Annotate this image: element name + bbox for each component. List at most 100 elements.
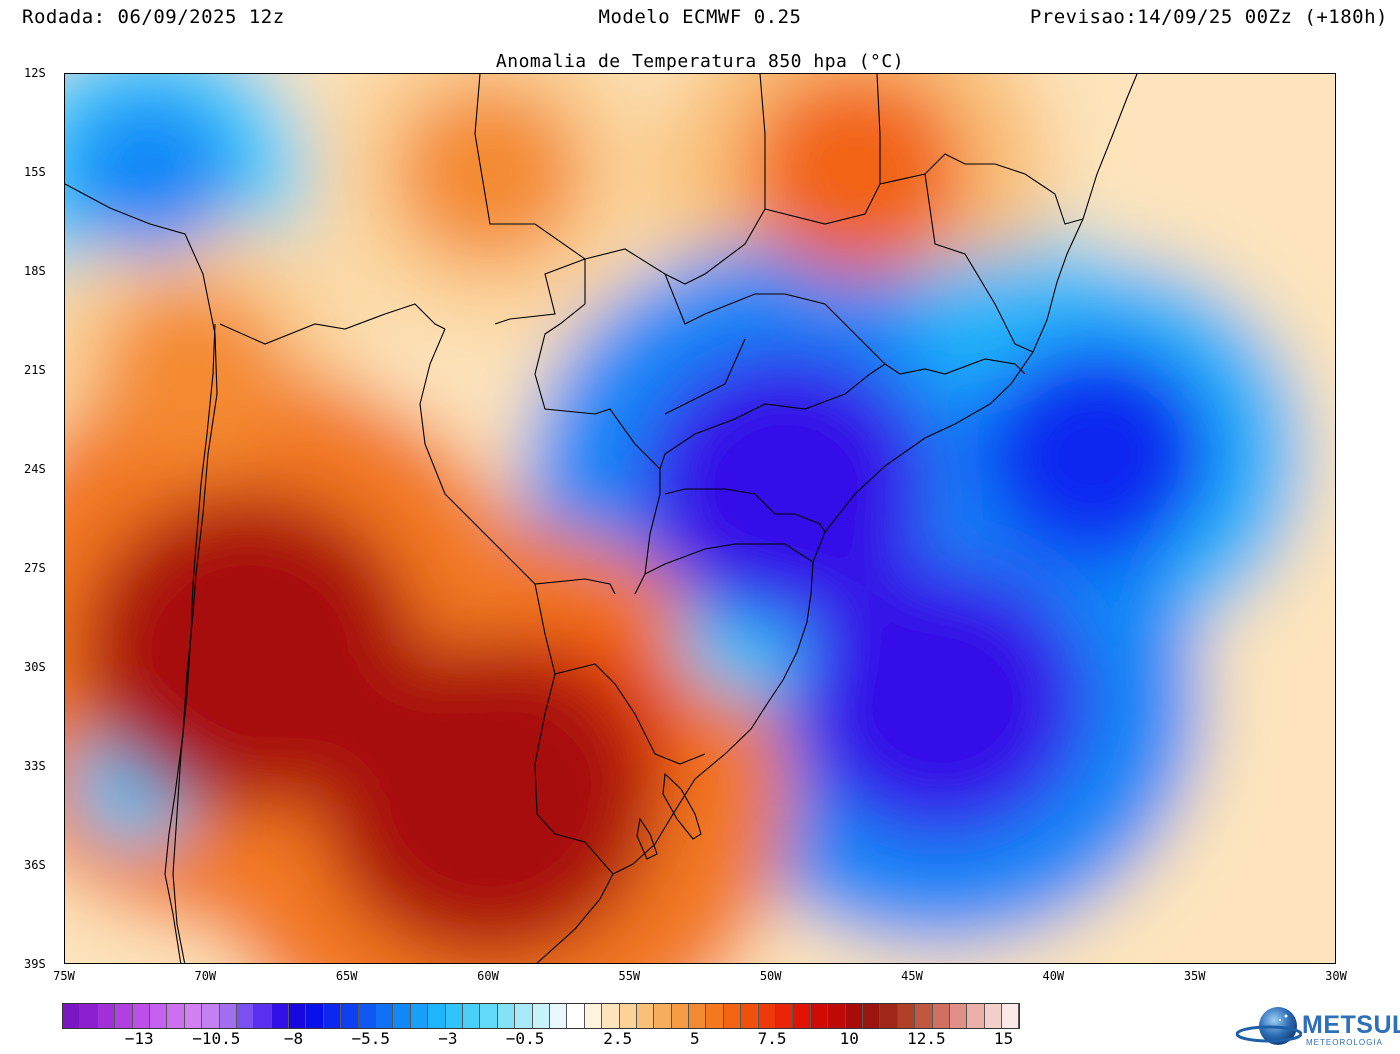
colorbar-swatch	[984, 1004, 1003, 1028]
colorbar-swatch	[845, 1004, 863, 1028]
forecast-time-label: Previsao:14/09/25 00Zz (+180h)	[1029, 6, 1388, 28]
lon-label: 35W	[1183, 969, 1206, 983]
colorbar-swatch	[915, 1004, 933, 1028]
colorbar-swatch	[236, 1004, 255, 1028]
colorbar-swatch	[758, 1004, 777, 1028]
lat-label: 30S	[24, 660, 46, 674]
anomaly-map	[65, 74, 1335, 963]
colorbar-swatch	[271, 1004, 290, 1028]
globe-icon	[1235, 1007, 1303, 1045]
anomaly-core	[979, 342, 1215, 565]
colorbar-swatch	[584, 1004, 603, 1028]
colorbar-swatch	[497, 1004, 516, 1028]
logo-wordmark: METSUL	[1302, 1011, 1400, 1039]
colorbar-tick-label: 10	[839, 1029, 859, 1048]
argentina-uruguay-border	[534, 583, 614, 875]
lagoa-dos-patos	[662, 772, 702, 840]
colorbar-swatch	[184, 1004, 203, 1028]
lon-label: 45W	[901, 969, 923, 983]
colorbar-tick-label: −13	[124, 1029, 154, 1048]
colorbar-swatch	[445, 1004, 463, 1028]
south-america-coastline	[65, 183, 218, 963]
colorbar-swatch	[862, 1004, 881, 1028]
anomaly-core	[911, 252, 1057, 391]
colorbar-tick-label: 12.5	[907, 1029, 946, 1048]
lat-label: 36S	[24, 858, 46, 872]
colorbar-swatch	[880, 1004, 898, 1028]
lat-label: 15S	[24, 165, 46, 179]
colorbar-swatch	[932, 1004, 950, 1028]
brazil-uruguay-border	[554, 663, 706, 765]
colorbar-swatch	[202, 1004, 220, 1028]
colorbar-swatch	[949, 1004, 968, 1028]
anomaly-field	[65, 74, 1335, 963]
colorbar-swatch	[1002, 1004, 1020, 1028]
colorbar-swatch	[167, 1004, 185, 1028]
lon-label: 70W	[194, 969, 217, 983]
logo-subtitle: METEOROLOGIA	[1306, 1038, 1383, 1047]
political-borders	[65, 74, 1138, 963]
lon-label: 40W	[1042, 969, 1065, 983]
colorbar-swatch	[602, 1004, 620, 1028]
run-time-label: Rodada: 06/09/2025 12z	[22, 6, 285, 28]
colorbar-swatch	[149, 1004, 168, 1028]
colorbar-swatch	[532, 1004, 550, 1028]
anomaly-core	[793, 562, 1089, 840]
lat-label: 39S	[24, 957, 46, 971]
colorbar-swatch	[689, 1004, 707, 1028]
anomaly-core	[638, 347, 934, 626]
lat-label: 18S	[24, 264, 46, 278]
lagoa-mirim	[636, 817, 658, 860]
colorbar-swatch	[115, 1004, 133, 1028]
colorbar-tick-label: 15	[993, 1029, 1014, 1048]
anomaly-core	[746, 74, 967, 277]
colorbar-swatch	[793, 1004, 811, 1028]
lat-label: 33S	[24, 759, 46, 773]
colorbar-tick-label: −5.5	[351, 1029, 390, 1048]
colorbar-swatch	[741, 1004, 759, 1028]
argentina-chile-border	[172, 323, 216, 963]
map-title: Anomalia de Temperatura 850 hpa (°C)	[495, 51, 905, 72]
anomaly-core	[78, 491, 419, 812]
colorbar-swatch	[323, 1004, 342, 1028]
metsul-logo: METSUL METEOROLOGIA	[1235, 1004, 1400, 1050]
colorbar-swatch	[515, 1004, 533, 1028]
colorbar-tick-label: 7.5	[757, 1029, 787, 1048]
colorbar-swatch	[480, 1004, 498, 1028]
colorbar-swatch	[897, 1004, 916, 1028]
colorbar-swatch	[132, 1004, 150, 1028]
colorbar-swatch	[428, 1004, 446, 1028]
bolivia-border	[219, 193, 587, 345]
brazil-states-borders	[474, 74, 1084, 575]
lon-label: 65W	[335, 969, 358, 983]
brazil-west-border	[534, 259, 661, 595]
map-panel	[64, 73, 1336, 964]
colorbar-swatch	[567, 1004, 585, 1028]
colorbar-swatch	[306, 1004, 324, 1028]
colorbar-swatch	[393, 1004, 411, 1028]
colorbar-swatch	[549, 1004, 568, 1028]
colorbar	[62, 1003, 1021, 1029]
anomaly-core	[65, 90, 238, 256]
colorbar-swatch	[671, 1004, 690, 1028]
lat-label: 12S	[24, 66, 46, 80]
atlantic-coastline	[536, 74, 1138, 963]
colorbar-swatch	[254, 1004, 272, 1028]
lon-label: 50W	[759, 969, 782, 983]
colorbar-swatch	[358, 1004, 377, 1028]
colorbar-swatch	[410, 1004, 429, 1028]
colorbar-swatch	[289, 1004, 307, 1028]
colorbar-swatch	[462, 1004, 481, 1028]
colorbar-swatch	[706, 1004, 724, 1028]
paraguay-border	[419, 328, 616, 595]
colorbar-tick-label: −0.5	[505, 1029, 545, 1048]
anomaly-core	[394, 83, 584, 263]
colorbar-swatch	[219, 1004, 237, 1028]
colorbar-swatch	[723, 1004, 742, 1028]
model-name-label: Modelo ECMWF 0.25	[598, 6, 802, 28]
colorbar-swatch	[619, 1004, 637, 1028]
colorbar-swatch	[376, 1004, 394, 1028]
colorbar-swatch	[80, 1004, 98, 1028]
anomaly-core	[97, 281, 288, 461]
lon-label: 75W	[53, 969, 75, 983]
